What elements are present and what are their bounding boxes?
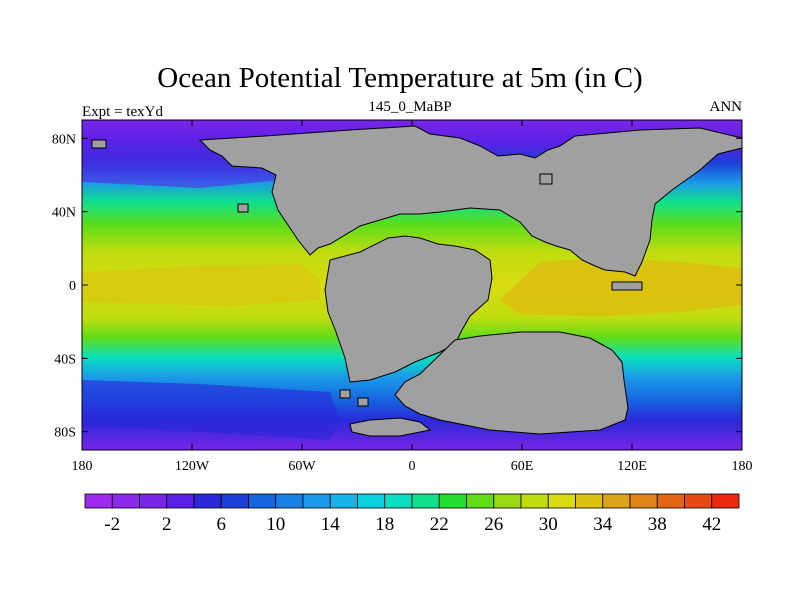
- colorbar-label: 34: [593, 514, 613, 535]
- colorbar-swatch: [111, 493, 140, 509]
- colorbar-label: 2: [162, 514, 172, 535]
- x-tick-label: 0: [409, 459, 416, 474]
- colorbar-swatch: [466, 493, 495, 509]
- experiment-label: Expt = texYd: [82, 104, 163, 120]
- colorbar-swatch: [166, 493, 195, 509]
- island-4: [611, 281, 643, 291]
- colorbar-swatch: [302, 493, 331, 509]
- colorbar-label: 30: [539, 514, 558, 535]
- colorbar-label: 26: [484, 514, 503, 535]
- colorbar-swatch: [220, 493, 249, 509]
- season-label: ANN: [709, 99, 743, 115]
- colorbar-label: 22: [430, 514, 449, 535]
- colorbar-swatch: [329, 493, 358, 509]
- y-tick-label: 0: [69, 279, 76, 294]
- colorbar-swatch: [384, 493, 413, 509]
- colorbar-label: 38: [648, 514, 667, 535]
- colorbar-labels: -2 2 6 10 14 18 22 26 30 34 38 42: [104, 514, 721, 535]
- map-axes: 180 120W 60W 0 60E 120E 180 80N 40N 0 40S 80S: [52, 120, 753, 474]
- x-tick-label: 180: [72, 459, 93, 474]
- pacific-warm-tongue: [82, 264, 320, 306]
- colorbar-label: -2: [104, 514, 120, 535]
- landmass-antarctic-fragment: [349, 417, 432, 437]
- y-tick-label: 40N: [52, 206, 76, 221]
- colorbar-swatch: [193, 493, 222, 509]
- colorbar-label: 18: [375, 514, 394, 535]
- period-label: 145_0_MaBP: [368, 99, 452, 115]
- colorbar-swatch: [139, 493, 168, 509]
- colorbar-swatch: [84, 493, 113, 509]
- island-2: [237, 203, 249, 213]
- x-tick-label: 180: [732, 459, 753, 474]
- colorbar-swatch: [629, 493, 658, 509]
- x-tick-label: 120E: [617, 459, 647, 474]
- colorbar-swatch: [684, 493, 713, 509]
- colorbar-swatch: [711, 493, 740, 509]
- x-tick-label: 120W: [175, 459, 210, 474]
- y-tick-label: 80N: [52, 132, 76, 147]
- colorbar-swatch: [602, 493, 631, 509]
- x-tick-label: 60E: [511, 459, 534, 474]
- landmass-north: [198, 125, 742, 277]
- land-masses: [91, 125, 742, 437]
- x-tick-label: 60W: [288, 459, 316, 474]
- colorbar-swatch: [357, 493, 386, 509]
- island-5: [339, 389, 351, 399]
- island-6: [357, 397, 369, 407]
- colorbar-swatch: [575, 493, 604, 509]
- island-3: [539, 173, 553, 185]
- colorbar-label: 42: [702, 514, 721, 535]
- colorbar-swatch: [547, 493, 576, 509]
- y-tick-label: 80S: [54, 426, 76, 441]
- colorbar-swatch: [656, 493, 685, 509]
- chart-title: Ocean Potential Temperature at 5m (in C): [157, 62, 643, 94]
- colorbar-label: 6: [217, 514, 227, 535]
- landmass-south-eastern: [394, 331, 629, 435]
- colorbar-label: 10: [266, 514, 285, 535]
- colorbar-label: 14: [321, 514, 341, 535]
- colorbar-swatch: [493, 493, 522, 509]
- colorbar-swatch: [438, 493, 467, 509]
- colorbar-swatch: [275, 493, 304, 509]
- map-plot-area: [82, 120, 742, 450]
- colorbar-swatch: [520, 493, 549, 509]
- southern-cool-band: [82, 380, 340, 440]
- colorbar-swatch: [248, 493, 277, 509]
- island-1: [91, 139, 107, 149]
- y-tick-label: 40S: [54, 352, 76, 367]
- colorbar: [84, 493, 740, 509]
- colorbar-swatch: [411, 493, 440, 509]
